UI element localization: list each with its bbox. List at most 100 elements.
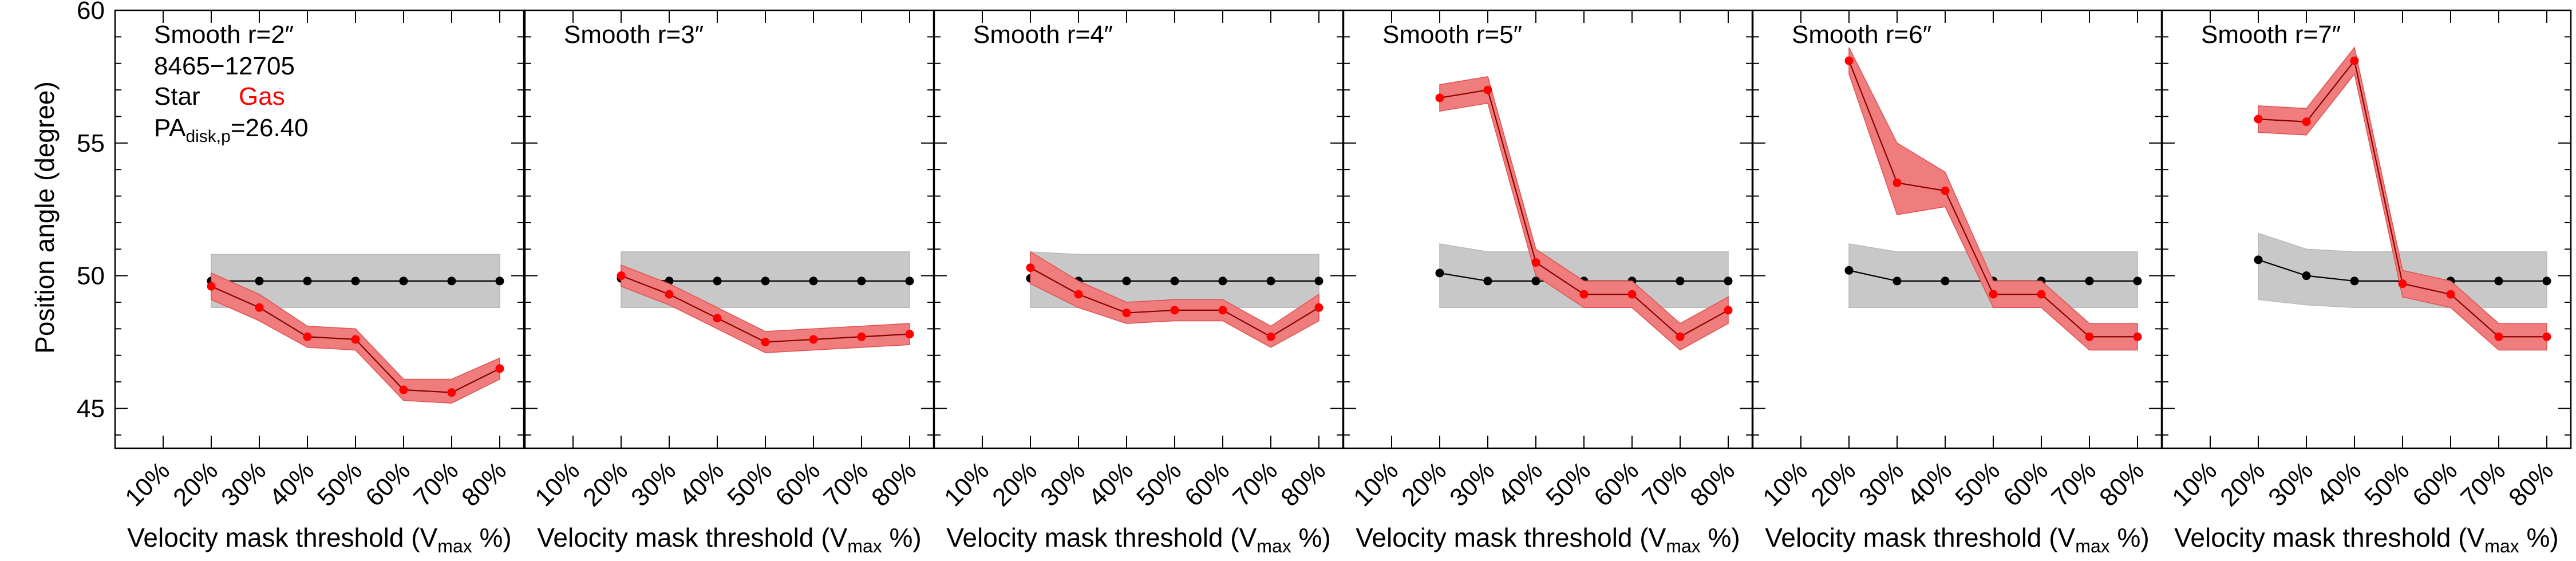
gas-point — [2446, 290, 2455, 299]
star-point — [399, 276, 408, 286]
panel-title: Smooth r=7″ — [2201, 21, 2341, 49]
gas-point — [713, 314, 722, 323]
y-axis-label: Position angle (degree) — [30, 81, 60, 354]
x-axis-label-end: %) — [1291, 523, 1331, 552]
gas-point — [2350, 56, 2359, 65]
star-point — [2542, 276, 2551, 286]
legend-star: Star — [154, 82, 200, 110]
star-point — [761, 276, 770, 286]
star-point — [2133, 276, 2142, 286]
x-axis-label: Velocity mask threshold (Vmax %) — [2174, 523, 2558, 556]
y-tick-label: 45 — [77, 394, 105, 422]
gas-point — [617, 271, 626, 280]
y-tick-label: 60 — [77, 0, 105, 25]
x-axis-label-sub: max — [1666, 536, 1700, 556]
x-axis-label: Velocity mask threshold (Vmax %) — [1765, 523, 2149, 556]
pa-value: =26.40 — [231, 114, 309, 142]
star-point — [1266, 276, 1275, 286]
gas-point — [1531, 258, 1540, 267]
star-point — [1893, 276, 1902, 286]
x-axis-label-main: Velocity mask threshold (V — [1356, 523, 1666, 552]
star-point — [1483, 276, 1492, 286]
star-point — [1941, 276, 1950, 286]
gas-point — [1579, 290, 1589, 299]
panel-title: Smooth r=5″ — [1382, 21, 1522, 49]
gas-point — [665, 290, 674, 299]
gas-point — [1483, 85, 1492, 94]
gas-point — [1724, 306, 1733, 315]
gas-point — [1122, 309, 1131, 318]
gas-point — [1435, 93, 1444, 102]
star-point — [905, 276, 914, 286]
star-point — [857, 276, 866, 286]
x-axis-label-main: Velocity mask threshold (V — [1765, 523, 2075, 552]
star-point — [1122, 276, 1131, 286]
y-tick-label: 55 — [77, 129, 105, 157]
gas-band — [621, 264, 910, 353]
panel-title: Smooth r=3″ — [564, 21, 704, 49]
star-point — [2085, 276, 2094, 286]
gas-point — [1844, 56, 1854, 65]
gas-point — [1170, 306, 1179, 315]
star-point — [1170, 276, 1179, 286]
gas-band — [1848, 47, 2138, 351]
x-axis-label-sub: max — [437, 536, 472, 556]
legend-gas: Gas — [239, 82, 285, 110]
gas-point — [2542, 332, 2551, 341]
pa-prefix: PA — [154, 114, 186, 142]
gas-point — [1074, 290, 1083, 299]
x-axis-label-end: %) — [1701, 523, 1740, 552]
star-point — [2254, 255, 2263, 264]
gas-point — [1941, 186, 1950, 195]
panel-title: Smooth r=6″ — [1792, 21, 1931, 49]
star-point — [1435, 268, 1444, 278]
x-axis-label: Velocity mask threshold (Vmax %) — [1356, 523, 1740, 556]
x-axis-label-main: Velocity mask threshold (V — [127, 523, 437, 552]
x-axis-label-end: %) — [2110, 523, 2150, 552]
gas-point — [447, 388, 456, 397]
x-axis-label-main: Velocity mask threshold (V — [946, 523, 1257, 552]
x-axis-label-main: Velocity mask threshold (V — [537, 523, 847, 552]
gas-point — [2085, 332, 2094, 341]
panel-5: 10%20%30%40%50%60%70%80%Smooth r=6″Veloc… — [1752, 9, 2163, 556]
gas-point — [2037, 290, 2046, 299]
star-point — [2494, 276, 2503, 286]
x-axis-label: Velocity mask threshold (Vmax %) — [127, 523, 511, 556]
gas-point — [857, 332, 866, 341]
x-axis-label: Velocity mask threshold (Vmax %) — [946, 523, 1330, 556]
star-point — [809, 276, 818, 286]
gas-point — [2494, 332, 2503, 341]
plot-frame — [114, 9, 525, 449]
star-point — [1676, 276, 1685, 286]
gas-point — [495, 364, 504, 373]
gas-point — [761, 338, 770, 347]
gas-point — [2254, 114, 2263, 124]
star-point — [1314, 276, 1323, 286]
gas-point — [1989, 290, 1998, 299]
star-point — [2302, 271, 2311, 280]
gas-point — [351, 335, 360, 344]
star-point — [1844, 266, 1854, 275]
x-axis-label-end: %) — [882, 523, 922, 552]
gas-point — [1026, 263, 1035, 272]
gas-point — [207, 282, 216, 291]
pa-disk: PAdisk,p=26.40 — [154, 114, 309, 146]
star-band — [1848, 243, 2138, 309]
plot-frame — [2161, 9, 2572, 449]
gas-point — [1314, 303, 1323, 312]
gas-point — [2398, 279, 2407, 289]
gas-point — [255, 303, 264, 312]
star-point — [255, 276, 264, 286]
x-axis-label-main: Velocity mask threshold (V — [2174, 523, 2484, 552]
gas-point — [1218, 306, 1227, 315]
galaxy-id: 8465−12705 — [154, 52, 295, 80]
x-axis-label-sub: max — [2484, 536, 2519, 556]
star-point — [495, 276, 504, 286]
gas-point — [2133, 332, 2142, 341]
x-axis-label-sub: max — [2075, 536, 2109, 556]
gas-point — [1676, 332, 1685, 341]
gas-point — [905, 330, 914, 339]
